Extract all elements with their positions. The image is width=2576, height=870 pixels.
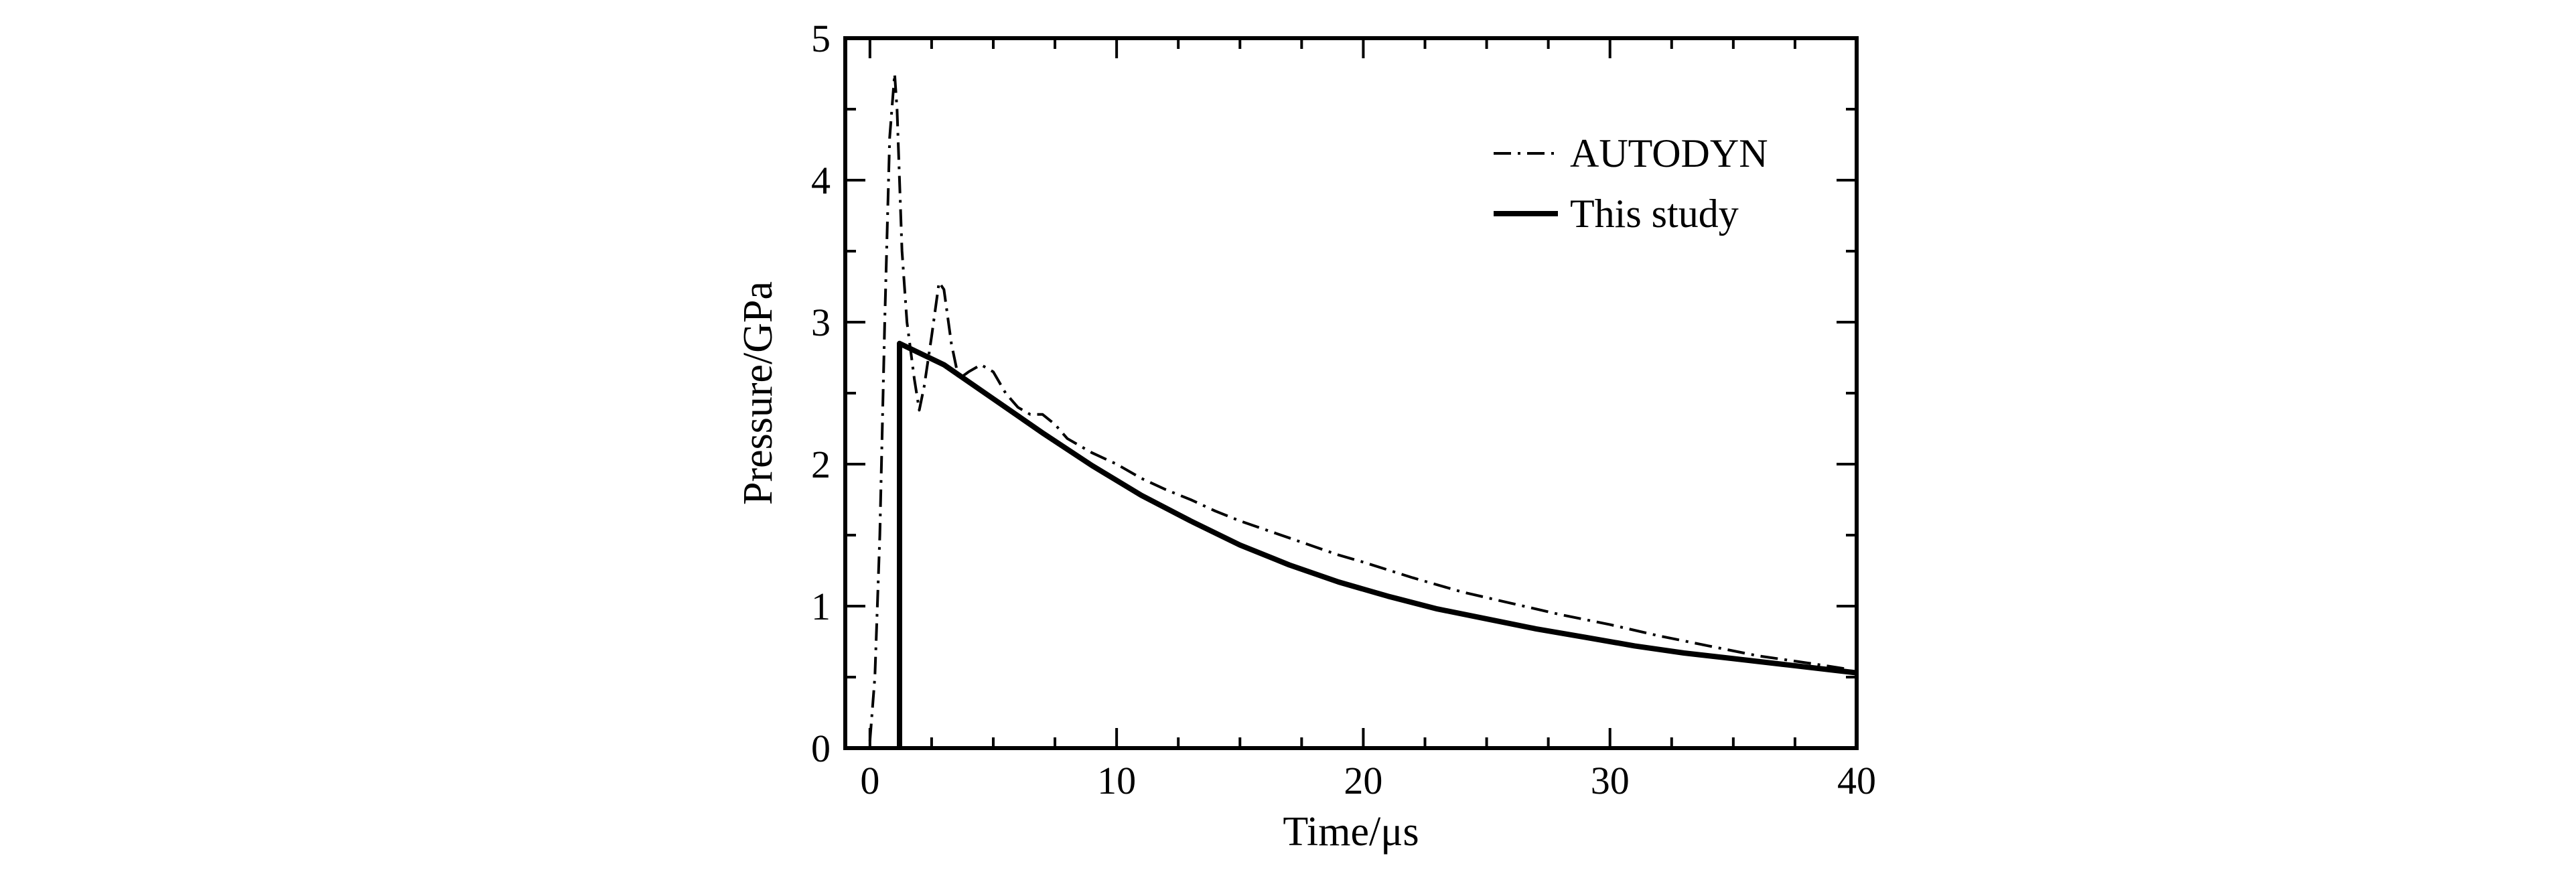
x-axis-title: Time/μs (1283, 809, 1419, 855)
legend-label-autodyn: AUTODYN (1570, 131, 1768, 175)
y-tick-label: 5 (811, 17, 831, 60)
y-tick-label: 3 (811, 301, 831, 344)
y-tick-label: 1 (811, 585, 831, 628)
legend: AUTODYN This study (1494, 131, 1768, 236)
series-line-this-study (897, 340, 1857, 748)
y-tick-label: 4 (811, 159, 831, 202)
plot-frame (843, 36, 1859, 750)
legend-label-this-study: This study (1570, 192, 1739, 236)
y-tick-label: 0 (811, 727, 831, 770)
x-tick-label: 40 (1837, 759, 1876, 802)
x-tick-label: 0 (860, 759, 879, 802)
x-tick-label: 10 (1097, 759, 1136, 802)
series-line-autodyn (868, 72, 1845, 741)
x-tick-label: 30 (1591, 759, 1630, 802)
y-tick-label: 2 (811, 443, 831, 486)
plot-layer (868, 72, 1857, 748)
y-axis-title: Pressure/GPa (735, 281, 781, 505)
x-tick-label: 20 (1344, 759, 1382, 802)
